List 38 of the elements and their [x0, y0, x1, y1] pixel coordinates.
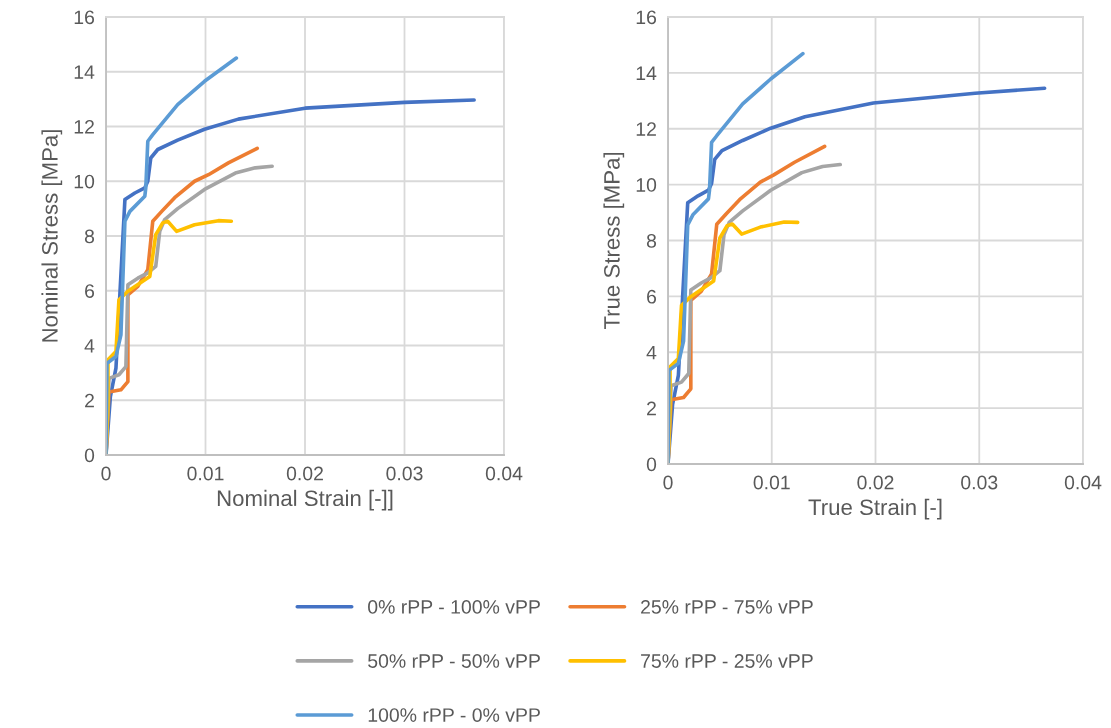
y-tick-label: 14: [74, 65, 95, 79]
line-series: [668, 51, 805, 464]
x-axis-title: Nominal Strain [-]]: [217, 489, 393, 511]
x-tick-label: 0.03: [961, 475, 998, 490]
legend-label: 100% rPP - 0% vPP: [368, 708, 540, 722]
y-tick-label: 2: [85, 393, 94, 408]
y-tick-label: 8: [646, 233, 657, 248]
y-tick-label: 10: [74, 174, 95, 189]
y-axis-title: True Stress [MPa]: [603, 152, 625, 330]
y-tick-label: 12: [74, 119, 94, 134]
legend-label: 0% rPP - 100% vPP: [368, 600, 540, 614]
legend-label: 25% rPP - 75% vPP: [641, 600, 813, 614]
x-tick-label: 0.02: [286, 466, 323, 481]
x-axis-title: True Strain [-]: [808, 498, 942, 520]
y-axis-title: Nominal Stress [MPa]: [41, 130, 63, 342]
x-tick-label: 0.02: [857, 475, 894, 490]
y-tick-label: 14: [636, 66, 657, 80]
x-tick-label: 0.03: [386, 466, 423, 481]
y-tick-label: 10: [636, 178, 657, 192]
line-series: [106, 56, 239, 455]
y-tick-label: 12: [636, 122, 656, 136]
y-tick-label: 2: [647, 401, 656, 416]
x-tick-label: 0.01: [187, 466, 224, 481]
x-tick-label: 0.01: [753, 475, 790, 490]
x-tick-label: 0.04: [1064, 475, 1102, 490]
y-tick-label: 4: [84, 339, 95, 353]
y-tick-label: 6: [647, 289, 657, 304]
x-tick-label: 0: [663, 475, 673, 490]
y-tick-label: 16: [74, 10, 95, 25]
legend-label: 75% rPP - 25% vPP: [641, 654, 813, 668]
y-tick-label: 6: [85, 284, 95, 298]
y-tick-label: 16: [636, 10, 657, 25]
x-tick-label: 0.04: [485, 466, 523, 481]
legend-label: 50% rPP - 50% vPP: [368, 654, 540, 668]
y-tick-label: 0: [84, 448, 95, 463]
y-tick-label: 8: [84, 229, 95, 244]
y-tick-label: 4: [646, 345, 657, 360]
x-tick-label: 0: [101, 466, 111, 481]
